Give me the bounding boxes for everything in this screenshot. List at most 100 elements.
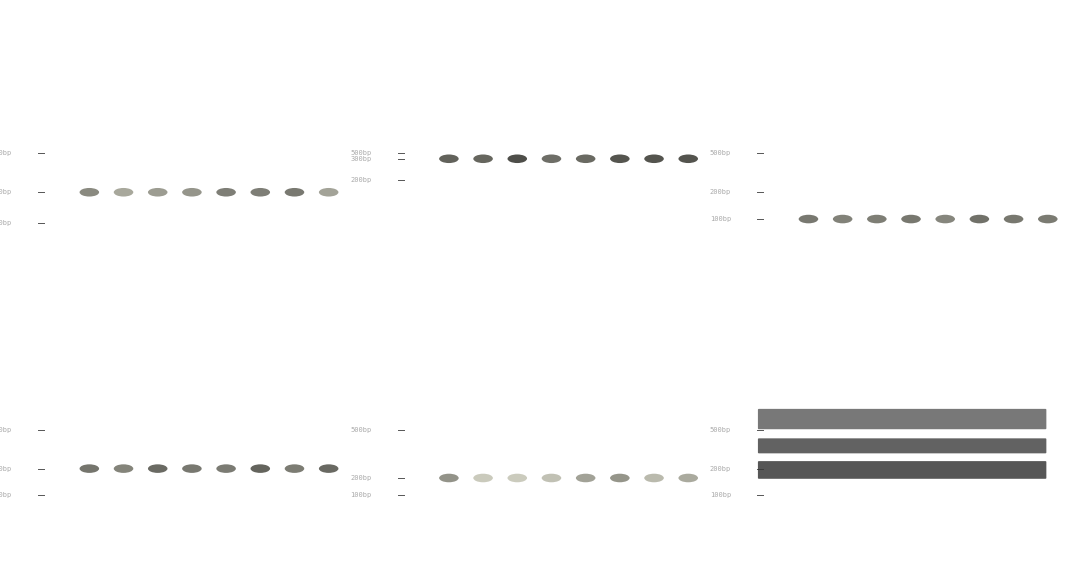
Ellipse shape (644, 155, 664, 163)
Ellipse shape (576, 155, 596, 163)
Text: 19564 *: 19564 * (325, 263, 349, 288)
Ellipse shape (250, 464, 270, 473)
Ellipse shape (798, 215, 819, 223)
Text: 19560: 19560 (547, 267, 567, 288)
Text: C57BL/6: C57BL/6 (86, 262, 110, 288)
Text: M: M (410, 1, 418, 10)
Text: 19559 *: 19559 * (154, 263, 179, 288)
Text: 19563 *: 19563 * (650, 0, 675, 11)
Text: 100bp: 100bp (709, 492, 731, 499)
Ellipse shape (182, 464, 201, 473)
Ellipse shape (936, 215, 955, 223)
Text: 19563 *: 19563 * (290, 0, 315, 11)
Text: 19559 *: 19559 * (513, 263, 538, 288)
Text: 19560: 19560 (547, 0, 567, 11)
Text: C57BL/6: C57BL/6 (805, 0, 830, 11)
Text: 300bp: 300bp (350, 156, 371, 162)
Ellipse shape (473, 155, 493, 163)
Ellipse shape (610, 474, 629, 482)
Text: 500bp: 500bp (350, 427, 371, 433)
Text: 19558 *: 19558 * (119, 0, 144, 11)
Ellipse shape (114, 188, 133, 196)
FancyBboxPatch shape (758, 461, 1046, 479)
Text: 19558 *: 19558 * (479, 0, 504, 11)
Text: 500bp: 500bp (350, 151, 371, 156)
Ellipse shape (79, 464, 100, 473)
Text: 19560: 19560 (187, 0, 208, 11)
Text: M: M (770, 1, 778, 10)
Text: 19561 *: 19561 * (582, 0, 606, 11)
Text: 19560: 19560 (906, 0, 927, 11)
Ellipse shape (1004, 215, 1023, 223)
Ellipse shape (217, 464, 236, 473)
Ellipse shape (678, 155, 697, 163)
Ellipse shape (901, 215, 921, 223)
Text: 19561 *: 19561 * (941, 263, 966, 288)
Text: 19560: 19560 (906, 267, 927, 288)
Ellipse shape (217, 188, 236, 196)
Ellipse shape (576, 474, 596, 482)
Text: D: D (9, 298, 24, 316)
Text: 19562: 19562 (256, 0, 276, 11)
Ellipse shape (1038, 215, 1057, 223)
Ellipse shape (678, 474, 697, 482)
Text: 19558 *: 19558 * (838, 0, 863, 11)
Ellipse shape (833, 215, 852, 223)
Ellipse shape (318, 188, 339, 196)
Text: F: F (728, 298, 741, 316)
Ellipse shape (610, 155, 629, 163)
Ellipse shape (542, 474, 561, 482)
Text: 100bp: 100bp (709, 216, 731, 222)
Ellipse shape (114, 464, 133, 473)
Text: 19562: 19562 (975, 267, 995, 288)
Text: 19563 *: 19563 * (1009, 263, 1034, 288)
Ellipse shape (250, 188, 270, 196)
Text: 19561 *: 19561 * (582, 263, 606, 288)
Text: 19562: 19562 (256, 267, 276, 288)
Text: C57BL/6: C57BL/6 (86, 0, 110, 11)
Text: 100bp: 100bp (0, 220, 12, 226)
Text: 200bp: 200bp (350, 177, 371, 183)
Text: C57BL/6: C57BL/6 (445, 0, 470, 11)
Ellipse shape (473, 474, 493, 482)
Text: 19558 *: 19558 * (479, 263, 504, 288)
Text: 200bp: 200bp (0, 190, 12, 195)
Ellipse shape (508, 155, 527, 163)
Ellipse shape (439, 155, 459, 163)
Text: 19564 *: 19564 * (325, 0, 349, 11)
Text: 200bp: 200bp (709, 466, 731, 472)
Text: 19562: 19562 (975, 0, 995, 11)
Ellipse shape (285, 188, 304, 196)
FancyBboxPatch shape (758, 438, 1046, 453)
Text: M: M (770, 277, 778, 287)
Text: A: A (9, 22, 23, 40)
Text: 19561 *: 19561 * (222, 263, 247, 288)
Text: 19559 *: 19559 * (513, 0, 538, 11)
Text: 100bp: 100bp (0, 492, 12, 499)
Text: 19564 *: 19564 * (684, 0, 708, 11)
Text: 500bp: 500bp (709, 427, 731, 433)
Ellipse shape (508, 474, 527, 482)
Text: 19559 *: 19559 * (873, 263, 898, 288)
Text: 19558 *: 19558 * (119, 263, 144, 288)
Ellipse shape (318, 464, 339, 473)
Ellipse shape (439, 474, 459, 482)
Ellipse shape (148, 464, 168, 473)
Text: 19562: 19562 (615, 0, 636, 11)
Text: 19563 *: 19563 * (1009, 0, 1034, 11)
Text: 19559 *: 19559 * (873, 0, 898, 11)
Ellipse shape (285, 464, 304, 473)
Text: C57BL/6: C57BL/6 (445, 262, 470, 288)
Text: 19563 *: 19563 * (650, 263, 675, 288)
Text: 19559 *: 19559 * (154, 0, 179, 11)
Text: 19564 *: 19564 * (1044, 263, 1068, 288)
Text: 19564 *: 19564 * (684, 263, 708, 288)
Text: 19560: 19560 (187, 267, 208, 288)
FancyBboxPatch shape (758, 409, 1046, 429)
Text: 200bp: 200bp (0, 466, 12, 472)
Text: E: E (368, 298, 381, 316)
Text: M: M (51, 277, 58, 287)
Text: 100bp: 100bp (350, 492, 371, 499)
Ellipse shape (542, 155, 561, 163)
Text: C: C (728, 22, 742, 40)
